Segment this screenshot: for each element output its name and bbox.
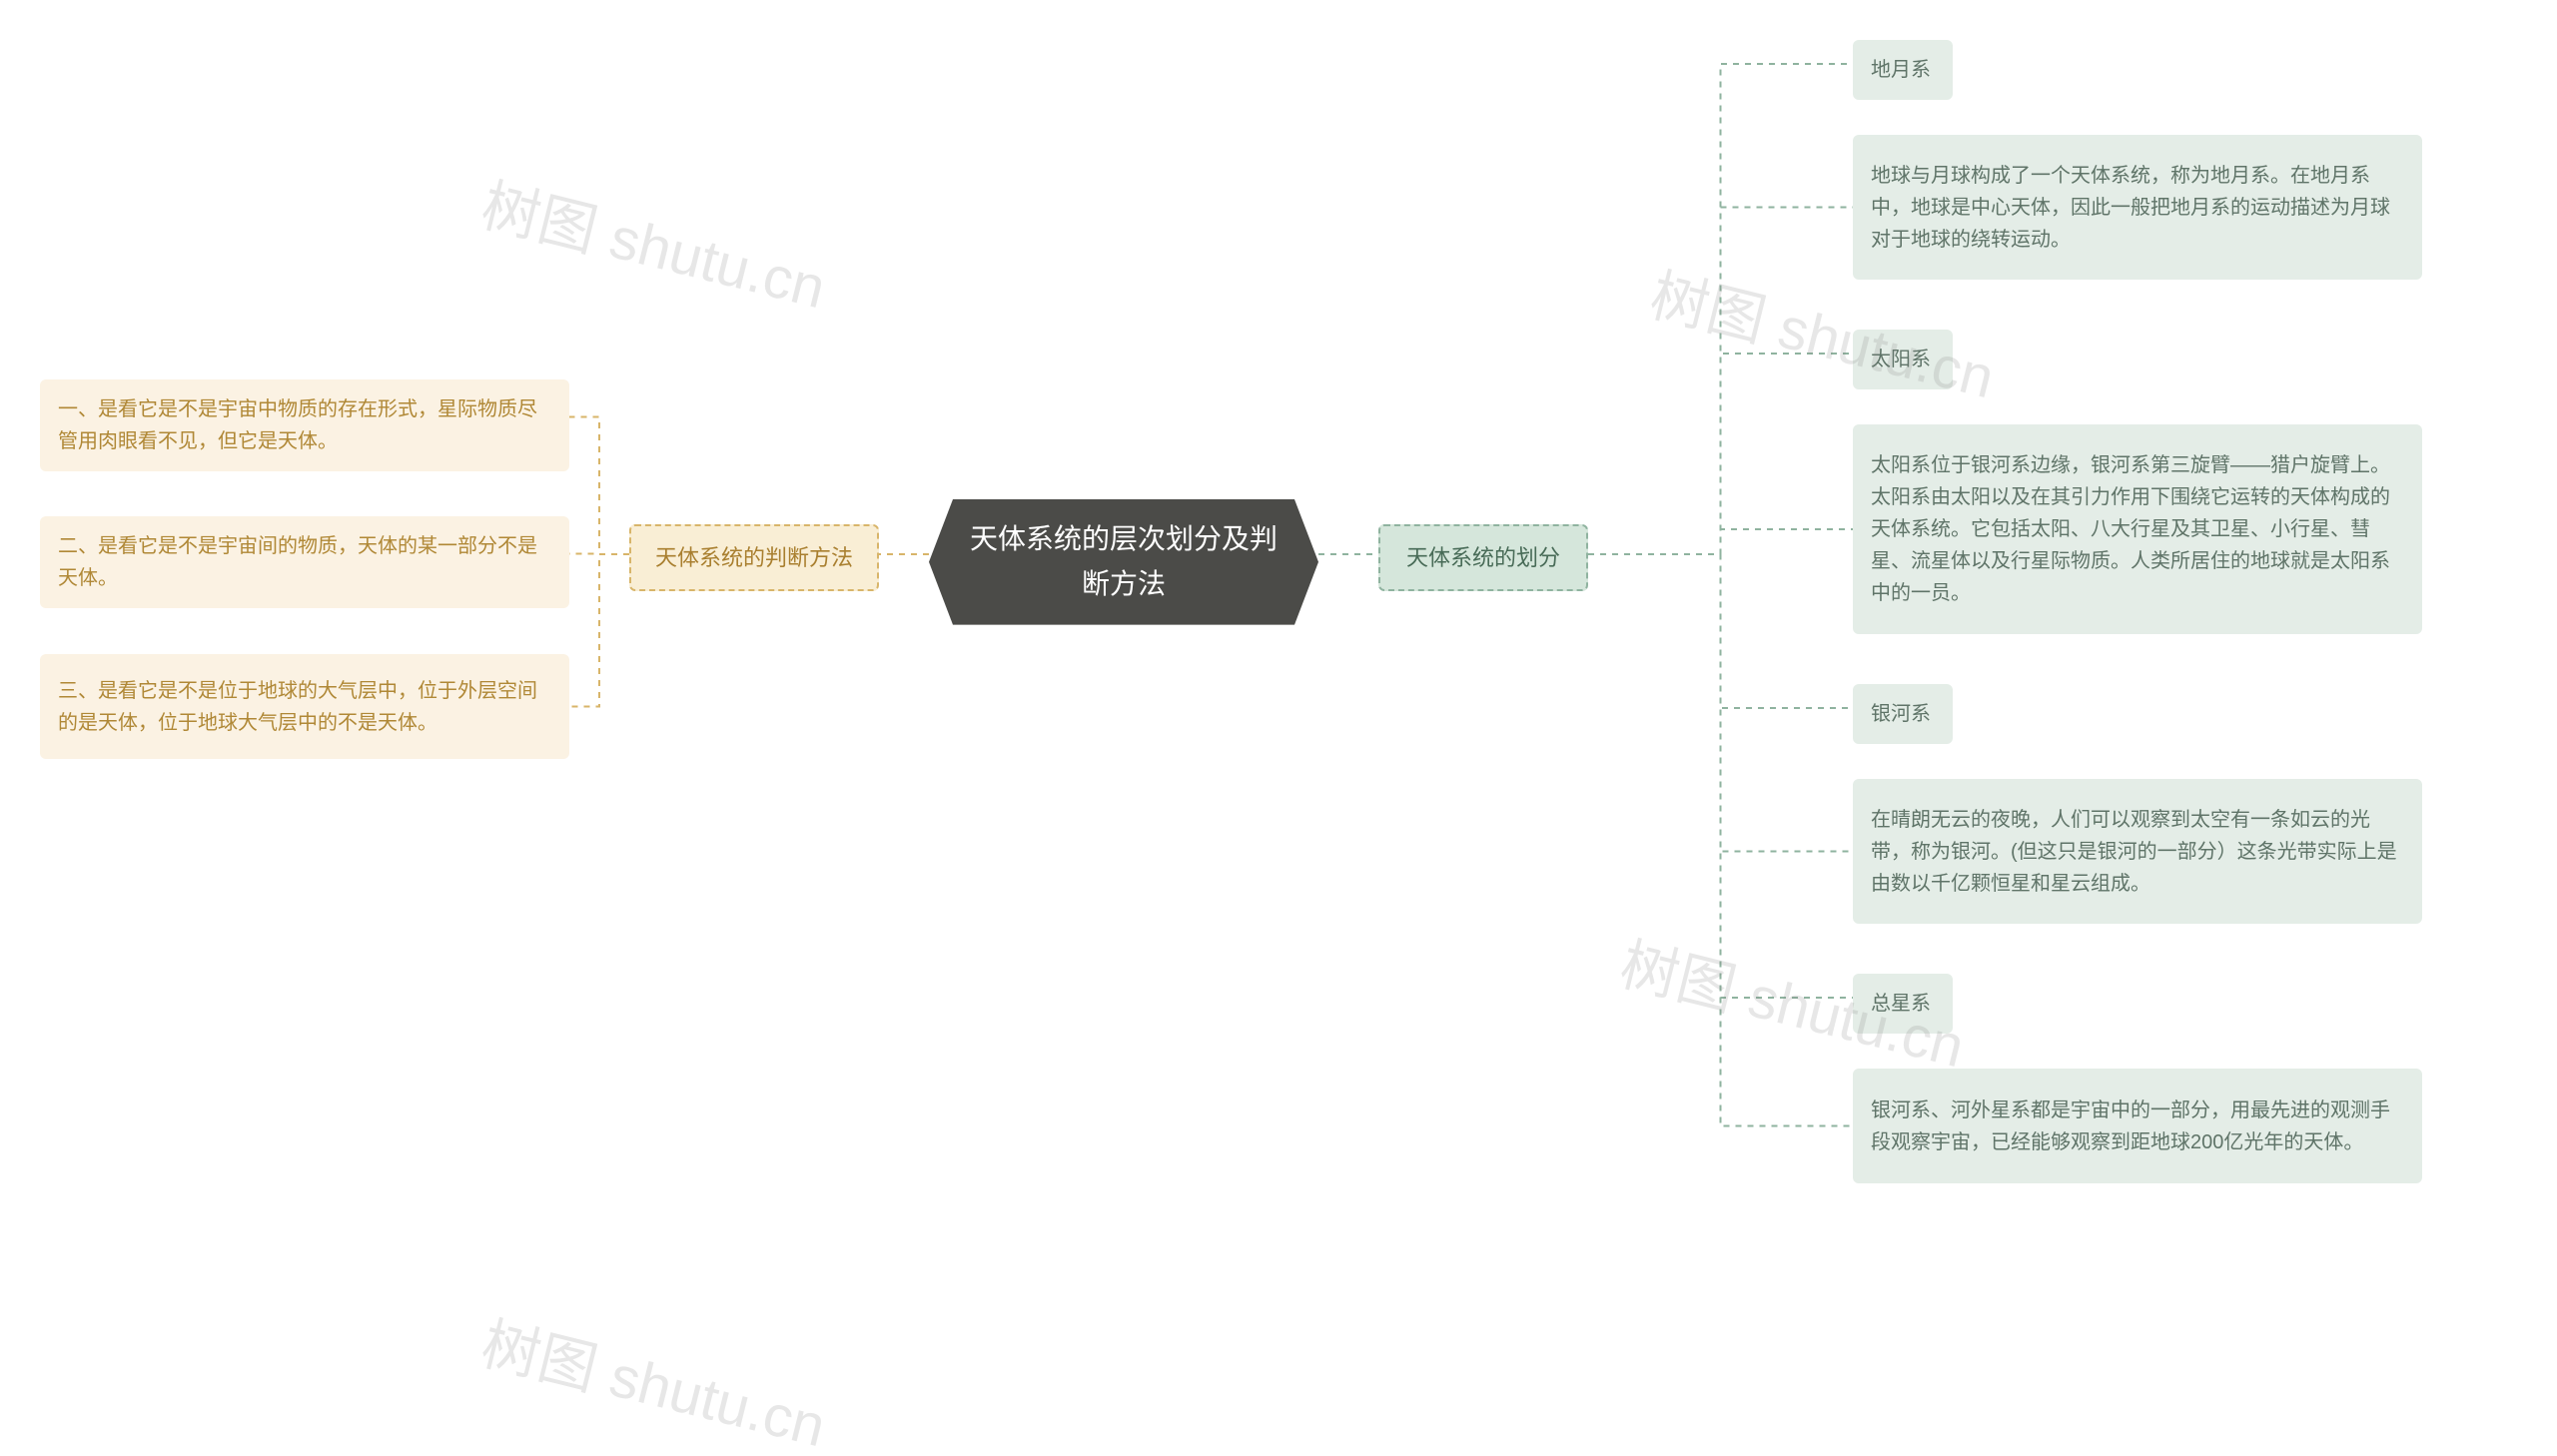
right-leaf[interactable]: 总星系 bbox=[1853, 974, 1953, 1034]
left-branch-label[interactable]: 天体系统的判断方法 bbox=[629, 524, 879, 591]
right-leaf[interactable]: 地球与月球构成了一个天体系统，称为地月系。在地月系中，地球是中心天体，因此一般把… bbox=[1853, 135, 2422, 280]
right-branch-label[interactable]: 天体系统的划分 bbox=[1378, 524, 1588, 591]
watermark: 树图 shutu.cn bbox=[474, 159, 835, 326]
right-leaf[interactable]: 太阳系位于银河系边缘，银河系第三旋臂——猎户旋臂上。太阳系由太阳以及在其引力作用… bbox=[1853, 424, 2422, 634]
right-leaf[interactable]: 在晴朗无云的夜晚，人们可以观察到太空有一条如云的光带，称为银河。(但这只是银河的… bbox=[1853, 779, 2422, 924]
center-topic[interactable]: 天体系统的层次划分及判断方法 bbox=[929, 499, 1318, 625]
left-leaf[interactable]: 二、是看它是不是宇宙间的物质，天体的某一部分不是天体。 bbox=[40, 516, 569, 608]
watermark: 树图 shutu.cn bbox=[474, 1297, 835, 1456]
right-leaf[interactable]: 地月系 bbox=[1853, 40, 1953, 100]
right-leaf[interactable]: 银河系 bbox=[1853, 684, 1953, 744]
right-leaf[interactable]: 太阳系 bbox=[1853, 330, 1953, 389]
right-leaf[interactable]: 银河系、河外星系都是宇宙中的一部分，用最先进的观测手段观察宇宙，已经能够观察到距… bbox=[1853, 1069, 2422, 1183]
left-leaf[interactable]: 三、是看它是不是位于地球的大气层中，位于外层空间的是天体，位于地球大气层中的不是… bbox=[40, 654, 569, 759]
left-leaf[interactable]: 一、是看它是不是宇宙中物质的存在形式，星际物质尽管用肉眼看不见，但它是天体。 bbox=[40, 379, 569, 471]
